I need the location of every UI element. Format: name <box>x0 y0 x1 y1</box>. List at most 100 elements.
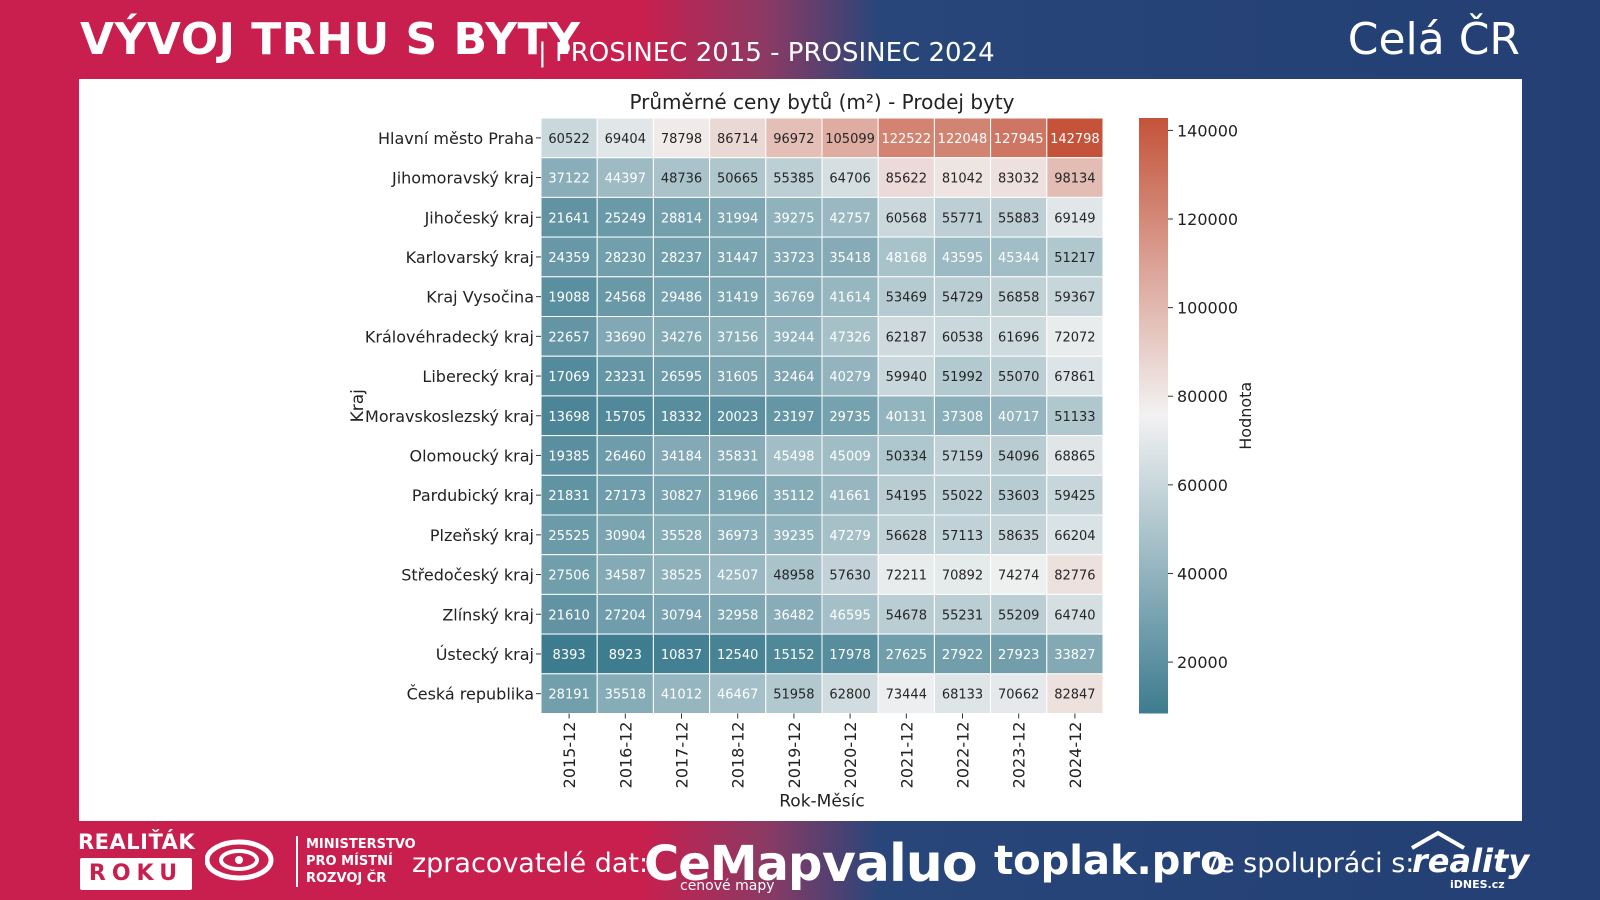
row-label: Jihočeský kraj <box>424 208 534 227</box>
cell-value-label: 39244 <box>773 330 814 345</box>
cell-value-label: 48168 <box>886 251 927 266</box>
cell-value-label: 36482 <box>773 608 814 623</box>
cell-value-label: 54096 <box>998 449 1039 464</box>
cell-value-label: 31994 <box>717 211 758 226</box>
cell-value-label: 68133 <box>942 688 983 703</box>
heatmap-cell <box>540 633 598 675</box>
heatmap-cell <box>596 117 654 159</box>
heatmap-cell <box>933 554 992 595</box>
cell-value-label: 56858 <box>998 291 1039 306</box>
cell-value-label: 40279 <box>829 370 870 385</box>
cell-value-label: 47326 <box>829 330 870 345</box>
heatmap-cell <box>709 157 767 198</box>
colorbar-tick-label: 80000 <box>1177 387 1228 406</box>
heatmap-cell <box>540 276 598 318</box>
ministry-line-3: ROZVOJ ČR <box>306 871 387 886</box>
cell-value-label: 72211 <box>886 569 927 584</box>
cell-value-label: 55231 <box>942 608 983 623</box>
heatmap-cell <box>709 395 767 437</box>
row-label: Kraj Vysočina <box>426 288 534 307</box>
cell-value-label: 27625 <box>886 648 927 663</box>
heatmap-cell <box>540 117 598 159</box>
cell-value-label: 64740 <box>1054 608 1095 623</box>
cell-value-label: 27204 <box>605 608 646 623</box>
heatmap-cell <box>1046 554 1104 595</box>
cell-value-label: 22657 <box>548 330 589 345</box>
cell-value-label: 46595 <box>829 608 870 623</box>
heatmap-cell <box>596 196 654 238</box>
heatmap-cell <box>877 395 935 437</box>
cell-value-label: 55385 <box>773 172 814 187</box>
cell-value-label: 61696 <box>998 330 1039 345</box>
heatmap-cell <box>765 157 823 198</box>
heatmap-cell <box>877 196 935 238</box>
cell-value-label: 45498 <box>773 449 814 464</box>
colorbar-tick-label: 140000 <box>1177 121 1238 140</box>
cell-value-label: 41012 <box>661 688 702 703</box>
cell-value-label: 47279 <box>829 529 870 544</box>
cell-value-label: 53469 <box>886 291 927 306</box>
cell-value-label: 62187 <box>886 330 927 345</box>
heatmap-cell <box>1046 316 1104 357</box>
cell-value-label: 60568 <box>886 211 927 226</box>
heatmap-cell <box>990 633 1048 675</box>
row-label: Karlovarský kraj <box>406 248 534 267</box>
cell-value-label: 48736 <box>661 172 702 187</box>
colorbar-tick-label: 100000 <box>1177 299 1238 318</box>
cell-value-label: 24359 <box>548 251 589 266</box>
cell-value-label: 25525 <box>548 529 589 544</box>
column-label: 2016-12 <box>616 722 635 789</box>
heatmap-cell <box>821 435 879 476</box>
heatmap-cell <box>596 316 654 357</box>
heatmap-cell <box>990 593 1048 635</box>
cell-value-label: 29735 <box>829 410 870 425</box>
row-label: Olomoucký kraj <box>410 446 534 465</box>
cell-value-label: 66204 <box>1054 529 1095 544</box>
cell-value-label: 10837 <box>661 648 702 663</box>
page-title: VÝVOJ TRHU S BYTY <box>80 14 581 65</box>
cell-value-label: 35518 <box>605 688 646 703</box>
heatmap-cell <box>933 395 992 437</box>
cell-value-label: 31605 <box>717 370 758 385</box>
heatmap-cell <box>596 355 654 397</box>
cell-value-label: 39235 <box>773 529 814 544</box>
cell-value-label: 20023 <box>717 410 758 425</box>
cell-value-label: 57630 <box>829 569 870 584</box>
cemap-logo: CeMap <box>644 836 822 892</box>
column-label: 2023-12 <box>1010 722 1029 789</box>
heatmap-cell <box>1046 117 1104 159</box>
cell-value-label: 54195 <box>886 489 927 504</box>
cell-value-label: 28230 <box>605 251 646 266</box>
row-label: Královéhradecký kraj <box>365 327 534 346</box>
cell-value-label: 40131 <box>886 410 927 425</box>
region-label: Celá ČR <box>1347 14 1520 65</box>
cell-value-label: 122522 <box>881 132 931 147</box>
cell-value-label: 32464 <box>773 370 814 385</box>
heatmap-cell <box>933 236 992 278</box>
heatmap-cell <box>990 474 1048 516</box>
cell-value-label: 50665 <box>717 172 758 187</box>
cell-value-label: 67861 <box>1054 370 1095 385</box>
heatmap-cell <box>652 355 711 397</box>
chart-title: Průměrné ceny bytů (m²) - Prodej byty <box>629 90 1014 114</box>
cell-value-label: 51217 <box>1054 251 1095 266</box>
heatmap-cell <box>540 514 598 556</box>
reality-logo: reality <box>1412 842 1530 880</box>
cell-value-label: 26595 <box>661 370 702 385</box>
heatmap-cell <box>596 435 654 476</box>
heatmap-cell <box>596 633 654 675</box>
cell-value-label: 127945 <box>994 132 1044 147</box>
cell-value-label: 44397 <box>605 172 646 187</box>
heatmap-cell <box>1046 514 1104 556</box>
heatmap-cell <box>540 593 598 635</box>
cell-value-label: 64706 <box>829 172 870 187</box>
cell-value-label: 78798 <box>661 132 702 147</box>
chart-panel: Průměrné ceny bytů (m²) - Prodej byty 605… <box>79 79 1522 821</box>
cell-value-label: 55771 <box>942 211 983 226</box>
reality-domain: iDNES.cz <box>1450 878 1505 891</box>
cell-value-label: 46467 <box>717 688 758 703</box>
heatmap-cell <box>709 435 767 476</box>
cell-value-label: 27506 <box>548 569 589 584</box>
cell-value-label: 59367 <box>1054 291 1095 306</box>
row-label: Ústecký kraj <box>436 645 534 664</box>
